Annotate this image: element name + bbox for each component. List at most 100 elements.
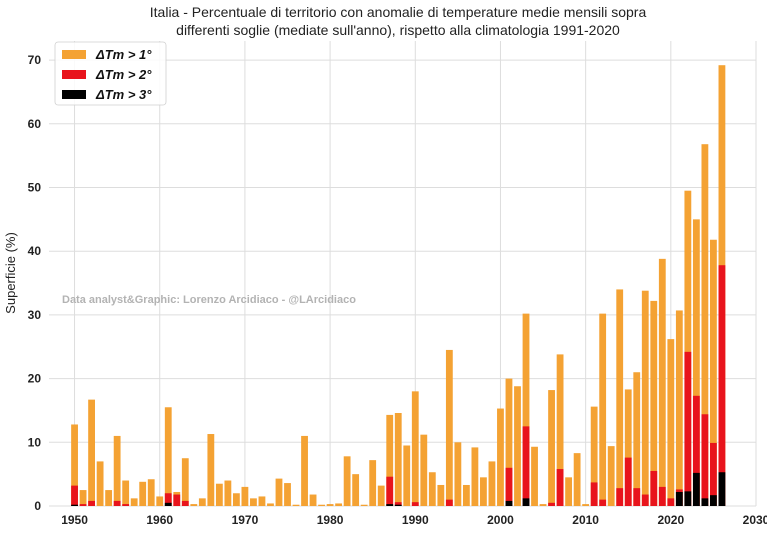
bar-dtm1 xyxy=(79,490,87,506)
bar-dtm1 xyxy=(96,461,104,506)
bar-dtm3 xyxy=(394,504,402,506)
bar-dtm1 xyxy=(607,446,615,506)
bar-dtm1 xyxy=(667,339,675,506)
bar-dtm1 xyxy=(105,490,113,506)
bar-dtm1 xyxy=(590,406,598,506)
bar-dtm2 xyxy=(590,482,598,506)
bar-dtm1 xyxy=(514,386,521,506)
bar-dtm2 xyxy=(522,426,530,506)
bar-dtm1 xyxy=(420,434,428,506)
bar-dtm1 xyxy=(369,460,377,506)
bar-dtm2 xyxy=(548,502,555,506)
bar-dtm2 xyxy=(701,414,709,506)
bar-dtm1 xyxy=(539,504,547,506)
bar-dtm1 xyxy=(497,408,504,506)
bar-dtm1 xyxy=(624,389,632,506)
bar-dtm1 xyxy=(292,504,300,506)
attribution-annotation: Data analyst&Graphic: Lorenzo Arcidiaco … xyxy=(62,294,356,306)
bar-dtm1 xyxy=(437,484,445,506)
x-tick-label: 1980 xyxy=(317,513,344,527)
x-tick-label: 2010 xyxy=(572,513,599,527)
bar-dtm1 xyxy=(394,413,402,506)
bar-dtm1 xyxy=(573,453,581,506)
grid-lines xyxy=(49,41,757,507)
bar-dtm2 xyxy=(88,500,95,506)
chart-title-line-1: Italia - Percentuale di territorio con a… xyxy=(150,4,647,20)
bar-dtm2 xyxy=(556,469,564,506)
x-tick-label: 1970 xyxy=(232,513,259,527)
bar-dtm1 xyxy=(428,472,436,506)
bar-dtm2 xyxy=(692,395,700,506)
y-axis-label: Superficie (%) xyxy=(3,232,18,314)
bar-dtm1 xyxy=(565,477,573,506)
legend-swatch-dtm3 xyxy=(62,90,86,99)
bar-dtm1 xyxy=(284,483,291,506)
bar-dtm1 xyxy=(548,390,555,506)
bar-dtm1 xyxy=(650,300,658,506)
y-tick-label: 50 xyxy=(28,181,42,195)
y-tick-label: 60 xyxy=(28,117,42,131)
bar-dtm1 xyxy=(599,313,607,506)
bar-dtm2 xyxy=(386,476,394,506)
bar-dtm1 xyxy=(181,458,189,506)
bar-dtm1 xyxy=(352,474,360,506)
bar-dtm2 xyxy=(71,485,78,506)
bar-dtm1 xyxy=(88,399,95,506)
bar-dtm2 xyxy=(113,500,121,506)
x-tick-label: 1950 xyxy=(61,513,88,527)
bar-dtm1 xyxy=(232,493,240,506)
bar-dtm1 xyxy=(377,485,385,506)
y-tick-label: 40 xyxy=(28,244,42,258)
bar-dtm1 xyxy=(411,391,419,506)
x-tick-label: 2000 xyxy=(487,513,514,527)
bar-dtm2 xyxy=(445,499,453,506)
plot-area xyxy=(49,41,756,506)
bar-dtm1 xyxy=(224,480,232,506)
legend-swatch-dtm2 xyxy=(62,70,86,79)
bar-dtm1 xyxy=(692,219,700,506)
bar-dtm1 xyxy=(156,496,164,506)
bar-dtm1 xyxy=(360,504,368,506)
legend-swatch-dtm1 xyxy=(62,50,86,59)
bar-dtm3 xyxy=(71,504,78,506)
bar-dtm1 xyxy=(207,434,215,506)
bar-dtm2 xyxy=(394,502,402,506)
bar-dtm1 xyxy=(258,496,266,506)
bar-dtm1 xyxy=(710,239,717,506)
bar-dtm3 xyxy=(710,495,717,506)
bar-dtm2 xyxy=(624,457,632,506)
bar-dtm3 xyxy=(386,504,394,506)
bar-dtm1 xyxy=(130,498,138,506)
bar-dtm1 xyxy=(522,313,530,506)
bar-dtm1 xyxy=(531,446,538,506)
bar-dtm2 xyxy=(684,351,692,506)
x-tick-label: 1990 xyxy=(402,513,429,527)
bar-dtm2 xyxy=(718,265,726,506)
bar-dtm1 xyxy=(267,503,274,506)
bar-dtm1 xyxy=(275,478,283,506)
bar-dtm1 xyxy=(122,480,130,506)
bar-dtm2 xyxy=(173,494,181,506)
bar-dtm1 xyxy=(641,290,649,506)
bar-dtm1 xyxy=(147,479,155,506)
bar-dtm2 xyxy=(181,500,189,506)
bar-dtm3 xyxy=(164,502,172,506)
bar-dtm1 xyxy=(250,498,257,506)
bar-dtm1 xyxy=(318,504,325,506)
bar-dtm2 xyxy=(164,493,172,506)
bar-dtm1 xyxy=(343,456,351,506)
y-tick-label: 0 xyxy=(34,499,41,513)
legend-label-dtm2: ΔTm > 2° xyxy=(95,67,152,82)
bar-dtm3 xyxy=(505,500,513,506)
bar-series xyxy=(71,65,726,507)
bar-dtm2 xyxy=(411,502,419,506)
bar-dtm2 xyxy=(616,488,624,506)
y-tick-label: 30 xyxy=(28,308,42,322)
bar-dtm1 xyxy=(480,477,487,506)
y-tick-label: 10 xyxy=(28,435,42,449)
y-tick-label: 20 xyxy=(28,372,42,386)
bar-dtm2 xyxy=(633,488,641,506)
x-tick-label: 2030 xyxy=(743,513,767,527)
bar-dtm1 xyxy=(386,414,394,506)
